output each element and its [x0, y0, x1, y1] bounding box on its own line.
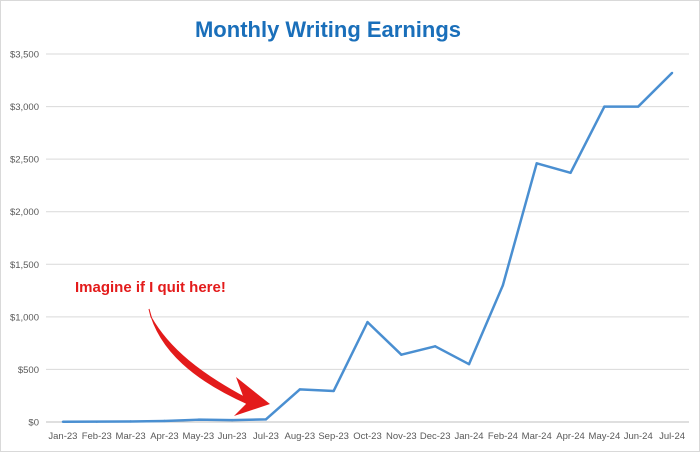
- x-tick-label: Nov-23: [386, 431, 417, 442]
- data-point: [569, 171, 572, 175]
- annotation-arrowhead: [233, 377, 270, 416]
- x-tick-label: Jun-23: [218, 431, 247, 442]
- data-point: [366, 320, 369, 324]
- x-tick-label: Jul-24: [659, 431, 685, 442]
- data-point: [95, 420, 98, 423]
- data-point: [670, 71, 674, 75]
- data-point: [163, 419, 166, 423]
- annotation: Imagine if I quit here!: [75, 279, 270, 416]
- y-tick-label: $500: [18, 365, 39, 376]
- y-tick-label: $3,500: [10, 50, 39, 61]
- data-point: [129, 420, 132, 423]
- y-tick-label: $2,500: [10, 155, 39, 166]
- series-layer: [61, 71, 674, 424]
- annotation-text: Imagine if I quit here!: [75, 279, 226, 296]
- y-tick-label: $0: [28, 418, 39, 429]
- data-point: [603, 105, 606, 108]
- data-point: [230, 418, 234, 422]
- chart-title: Monthly Writing Earnings: [195, 17, 461, 42]
- x-tick-label: May-24: [589, 431, 621, 442]
- data-point: [433, 345, 437, 348]
- x-tick-label: Jan-23: [48, 431, 77, 442]
- y-tick-label: $2,000: [10, 207, 39, 218]
- x-tick-label: Feb-24: [488, 431, 518, 442]
- x-tick-label: Mar-23: [116, 431, 146, 442]
- y-tick-label: $3,000: [10, 102, 39, 113]
- y-axis-ticks: $0 $500 $1,000 $1,500 $2,000 $2,500 $3,000 $3,5…: [10, 50, 39, 429]
- x-tick-label: Apr-24: [556, 431, 585, 442]
- data-point: [400, 353, 403, 356]
- x-tick-label: May-23: [182, 431, 214, 442]
- x-axis-ticks: Jan-23 Feb-23 Mar-23 Apr-23 May-23 Jun-23 Jul-…: [48, 431, 685, 442]
- x-tick-label: Jul-23: [253, 431, 279, 442]
- data-point: [332, 389, 335, 393]
- annotation-arrow: [148, 308, 249, 405]
- x-tick-label: Aug-23: [284, 431, 315, 442]
- x-tick-label: Jun-24: [624, 431, 653, 442]
- x-tick-label: Feb-23: [82, 431, 112, 442]
- data-point: [298, 388, 302, 391]
- data-point: [467, 362, 471, 366]
- gridlines: [46, 53, 689, 423]
- data-point: [535, 162, 538, 165]
- x-tick-label: Apr-23: [150, 431, 179, 442]
- data-point: [61, 420, 65, 423]
- data-point: [501, 284, 505, 287]
- x-tick-label: Sep-23: [318, 431, 349, 442]
- x-tick-label: Oct-23: [353, 431, 382, 442]
- data-point: [637, 105, 640, 108]
- x-tick-label: Mar-24: [522, 431, 552, 442]
- data-point: [264, 418, 268, 421]
- data-point: [197, 418, 200, 421]
- x-tick-label: Jan-24: [454, 431, 483, 442]
- x-tick-label: Dec-23: [420, 431, 451, 442]
- y-tick-label: $1,500: [10, 260, 39, 271]
- y-tick-label: $1,000: [10, 312, 39, 323]
